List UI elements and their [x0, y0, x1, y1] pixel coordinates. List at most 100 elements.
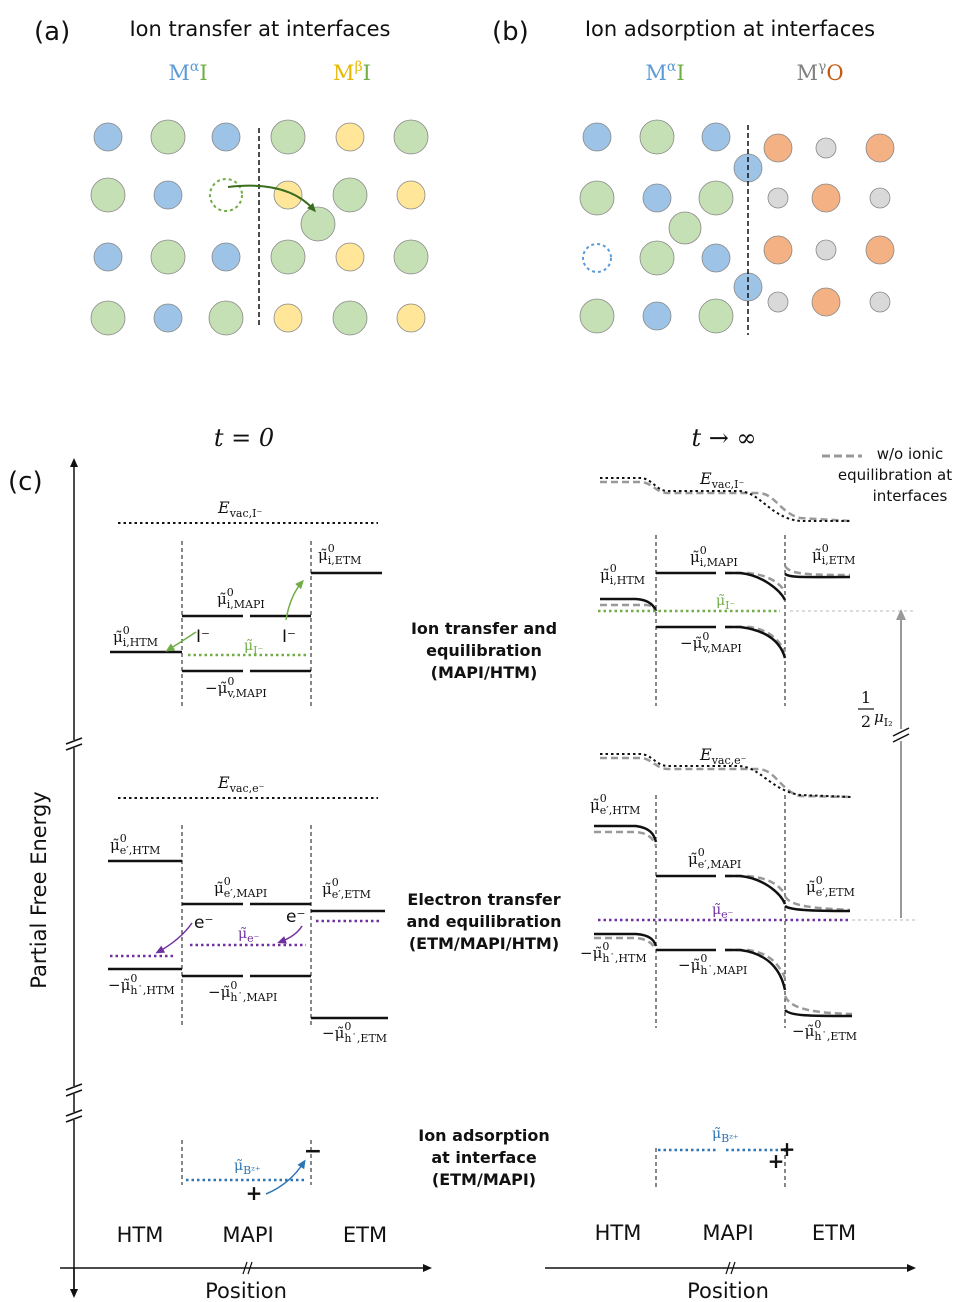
iodide-ion — [90, 300, 126, 336]
mu-i-etm-label: μ̃0 i,ETM — [318, 542, 361, 567]
interface-lines-c — [181, 535, 786, 1188]
iodide-ion — [270, 239, 306, 275]
electron-section-t0: Evac,e⁻ μ̃0 e′,HTM μ̃0 e′,MAPI μ̃0 e′,ETM μ… — [108, 773, 562, 1045]
panel-b-right-phase-label: MγO — [796, 59, 843, 85]
ion-transfer-arrow-a — [227, 184, 316, 213]
region-mapi-right: MAPI — [702, 1221, 753, 1245]
vacancy-a — [209, 178, 243, 212]
panel-b-left-phase-label: MαI — [645, 59, 684, 85]
mu-e-mapi-label-tinf: μ̃0 e′,MAPI — [688, 846, 741, 871]
x-axis-label-right: Position — [687, 1279, 769, 1302]
adsorption-annotation-2: at interface — [431, 1148, 537, 1167]
x-axis-breaks — [242, 1261, 736, 1275]
beta-cation — [273, 303, 303, 333]
beta-cation — [396, 180, 426, 210]
iodide-cation-small — [153, 180, 183, 210]
electron-annotation-1: Electron transfer — [407, 890, 560, 909]
transferred-iodide-ion — [300, 206, 336, 242]
mu-h-htm-curve — [594, 932, 658, 947]
mu-i-htm-label: μ̃0 i,HTM — [113, 624, 158, 649]
gamma-cation — [815, 239, 837, 261]
mu-v-mapi-label: −μ̃0 v,MAPI — [205, 675, 267, 700]
beta-cation — [335, 122, 365, 152]
time-zero-label: t = 0 — [214, 424, 274, 452]
mu-h-etm-curve — [784, 1009, 853, 1018]
alpha-cation — [701, 122, 731, 152]
mu-e-htm-label: μ̃0 e′,HTM — [110, 832, 160, 857]
mu-e-mapi-curve — [725, 874, 787, 905]
iodide-cation-small — [153, 303, 183, 333]
panel-a-tag: (a) — [34, 17, 70, 47]
mu-ion-label: μ̃I⁻ — [244, 638, 263, 657]
mu-i-htm-label-tinf: μ̃0 i,HTM — [600, 562, 645, 587]
minus-sign-t0: − — [304, 1139, 322, 1164]
y-axis-breaks — [65, 737, 83, 1123]
mu-el-label: μ̃e⁻ — [238, 926, 260, 945]
mu-h-mapi-label: −μ̃0 h˙,MAPI — [208, 979, 277, 1004]
mu-h-htm-label-tinf: −μ̃0 h˙,HTM — [580, 940, 647, 965]
electron-arrow-left — [155, 922, 193, 954]
ion-arrow-right — [285, 579, 304, 621]
mu-e-htm-curve — [594, 824, 658, 843]
mu-i-mapi-label-tinf: μ̃0 i,MAPI — [690, 544, 738, 569]
alpha-cation — [642, 183, 672, 213]
beta-cation — [396, 303, 426, 333]
mu-e-htm-label-tinf: μ̃0 e′,HTM — [590, 792, 640, 817]
mu-i-htm-curve — [600, 597, 658, 612]
evac-ion-curve — [600, 477, 850, 522]
iodide-cation-small — [211, 242, 241, 272]
mu-b-label-tinf: μ̃Bᶻ⁺ — [712, 1126, 739, 1145]
panel-b-title: Ion adsorption at interfaces — [585, 17, 875, 41]
mu-h-htm-label: −μ̃0 h˙,HTM — [108, 972, 175, 997]
mu-i-mapi-curve — [725, 571, 787, 601]
gamma-cation — [767, 291, 789, 313]
gamma-cation — [869, 291, 891, 313]
region-etm-left: ETM — [343, 1223, 387, 1247]
panel-b: (b) Ion adsorption at interfaces MαI MγO — [492, 17, 895, 335]
beta-cation — [273, 180, 303, 210]
evac-el-label: Evac,e⁻ — [217, 773, 265, 795]
iodide-ion — [579, 298, 615, 334]
iodide-ion — [332, 300, 368, 336]
electron-arrow-right — [277, 925, 303, 944]
mu-e-mapi-label: μ̃0 e′,MAPI — [214, 875, 267, 900]
electron-right-label: e⁻ — [286, 907, 305, 927]
half-numerator: 1 — [861, 688, 871, 707]
panel-a: (a) Ion transfer at interfaces MαI MβI — [34, 17, 429, 336]
plus-sign-t0: + — [246, 1181, 263, 1205]
ion-arrow-left — [165, 631, 197, 652]
ion-section-tinf: Evac,I⁻ μ̃0 i,HTM μ̃0 i,MAPI μ̃0 i,ETM μ̃I⁻… — [598, 469, 916, 659]
adsorption-section: μ̃Bᶻ⁺ + − Ion adsorption at interface (E… — [186, 1126, 795, 1205]
iodide-ion — [639, 240, 675, 276]
vacancy-b — [582, 243, 612, 273]
mu-i-mapi-label: μ̃0 i,MAPI — [217, 586, 265, 611]
panel-a-left-phase-label: MαI — [168, 59, 207, 85]
panel-c: (c) t = 0 t → ∞ Partial Free Energy Posi… — [8, 424, 952, 1302]
half-denominator: 2 — [861, 712, 871, 731]
iodide-cation-small — [93, 242, 123, 272]
lattice-a — [90, 119, 429, 336]
adsorption-annotation-1: Ion adsorption — [418, 1126, 550, 1145]
plus-sign-tinf-2: + — [779, 1137, 796, 1161]
region-mapi-left: MAPI — [222, 1223, 273, 1247]
oxide-ion — [865, 235, 895, 265]
oxide-ion — [763, 235, 793, 265]
displaced-iodide-ion — [668, 211, 702, 245]
ion-right-label: I⁻ — [282, 627, 296, 647]
iodide-ion — [639, 119, 675, 155]
mu-b-label: μ̃Bᶻ⁺ — [234, 1158, 261, 1177]
electron-annotation-3: (ETM/MAPI/HTM) — [409, 934, 559, 953]
ion-section-t0: Evac,I⁻ μ̃0 i,HTM μ̃0 i,MAPI μ̃0 i,ETM μ̃I⁻… — [110, 498, 557, 700]
adsorption-annotation-3: (ETM/MAPI) — [432, 1170, 536, 1189]
legend-line-2: equilibration at — [838, 466, 952, 484]
alpha-cation — [582, 122, 612, 152]
evac-ion-label: Evac,I⁻ — [217, 498, 262, 520]
y-axis-label: Partial Free Energy — [27, 791, 51, 988]
iodide-ion — [90, 177, 126, 213]
mu-e-etm-label-tinf: μ̃0 e′,ETM — [806, 874, 855, 899]
mu-h-mapi-label-tinf: −μ̃0 h˙,MAPI — [678, 952, 747, 977]
adsorption-arrow — [265, 1159, 306, 1195]
iodide-ion — [393, 119, 429, 155]
electron-left-label: e⁻ — [194, 913, 213, 933]
panel-b-tag: (b) — [492, 17, 529, 47]
